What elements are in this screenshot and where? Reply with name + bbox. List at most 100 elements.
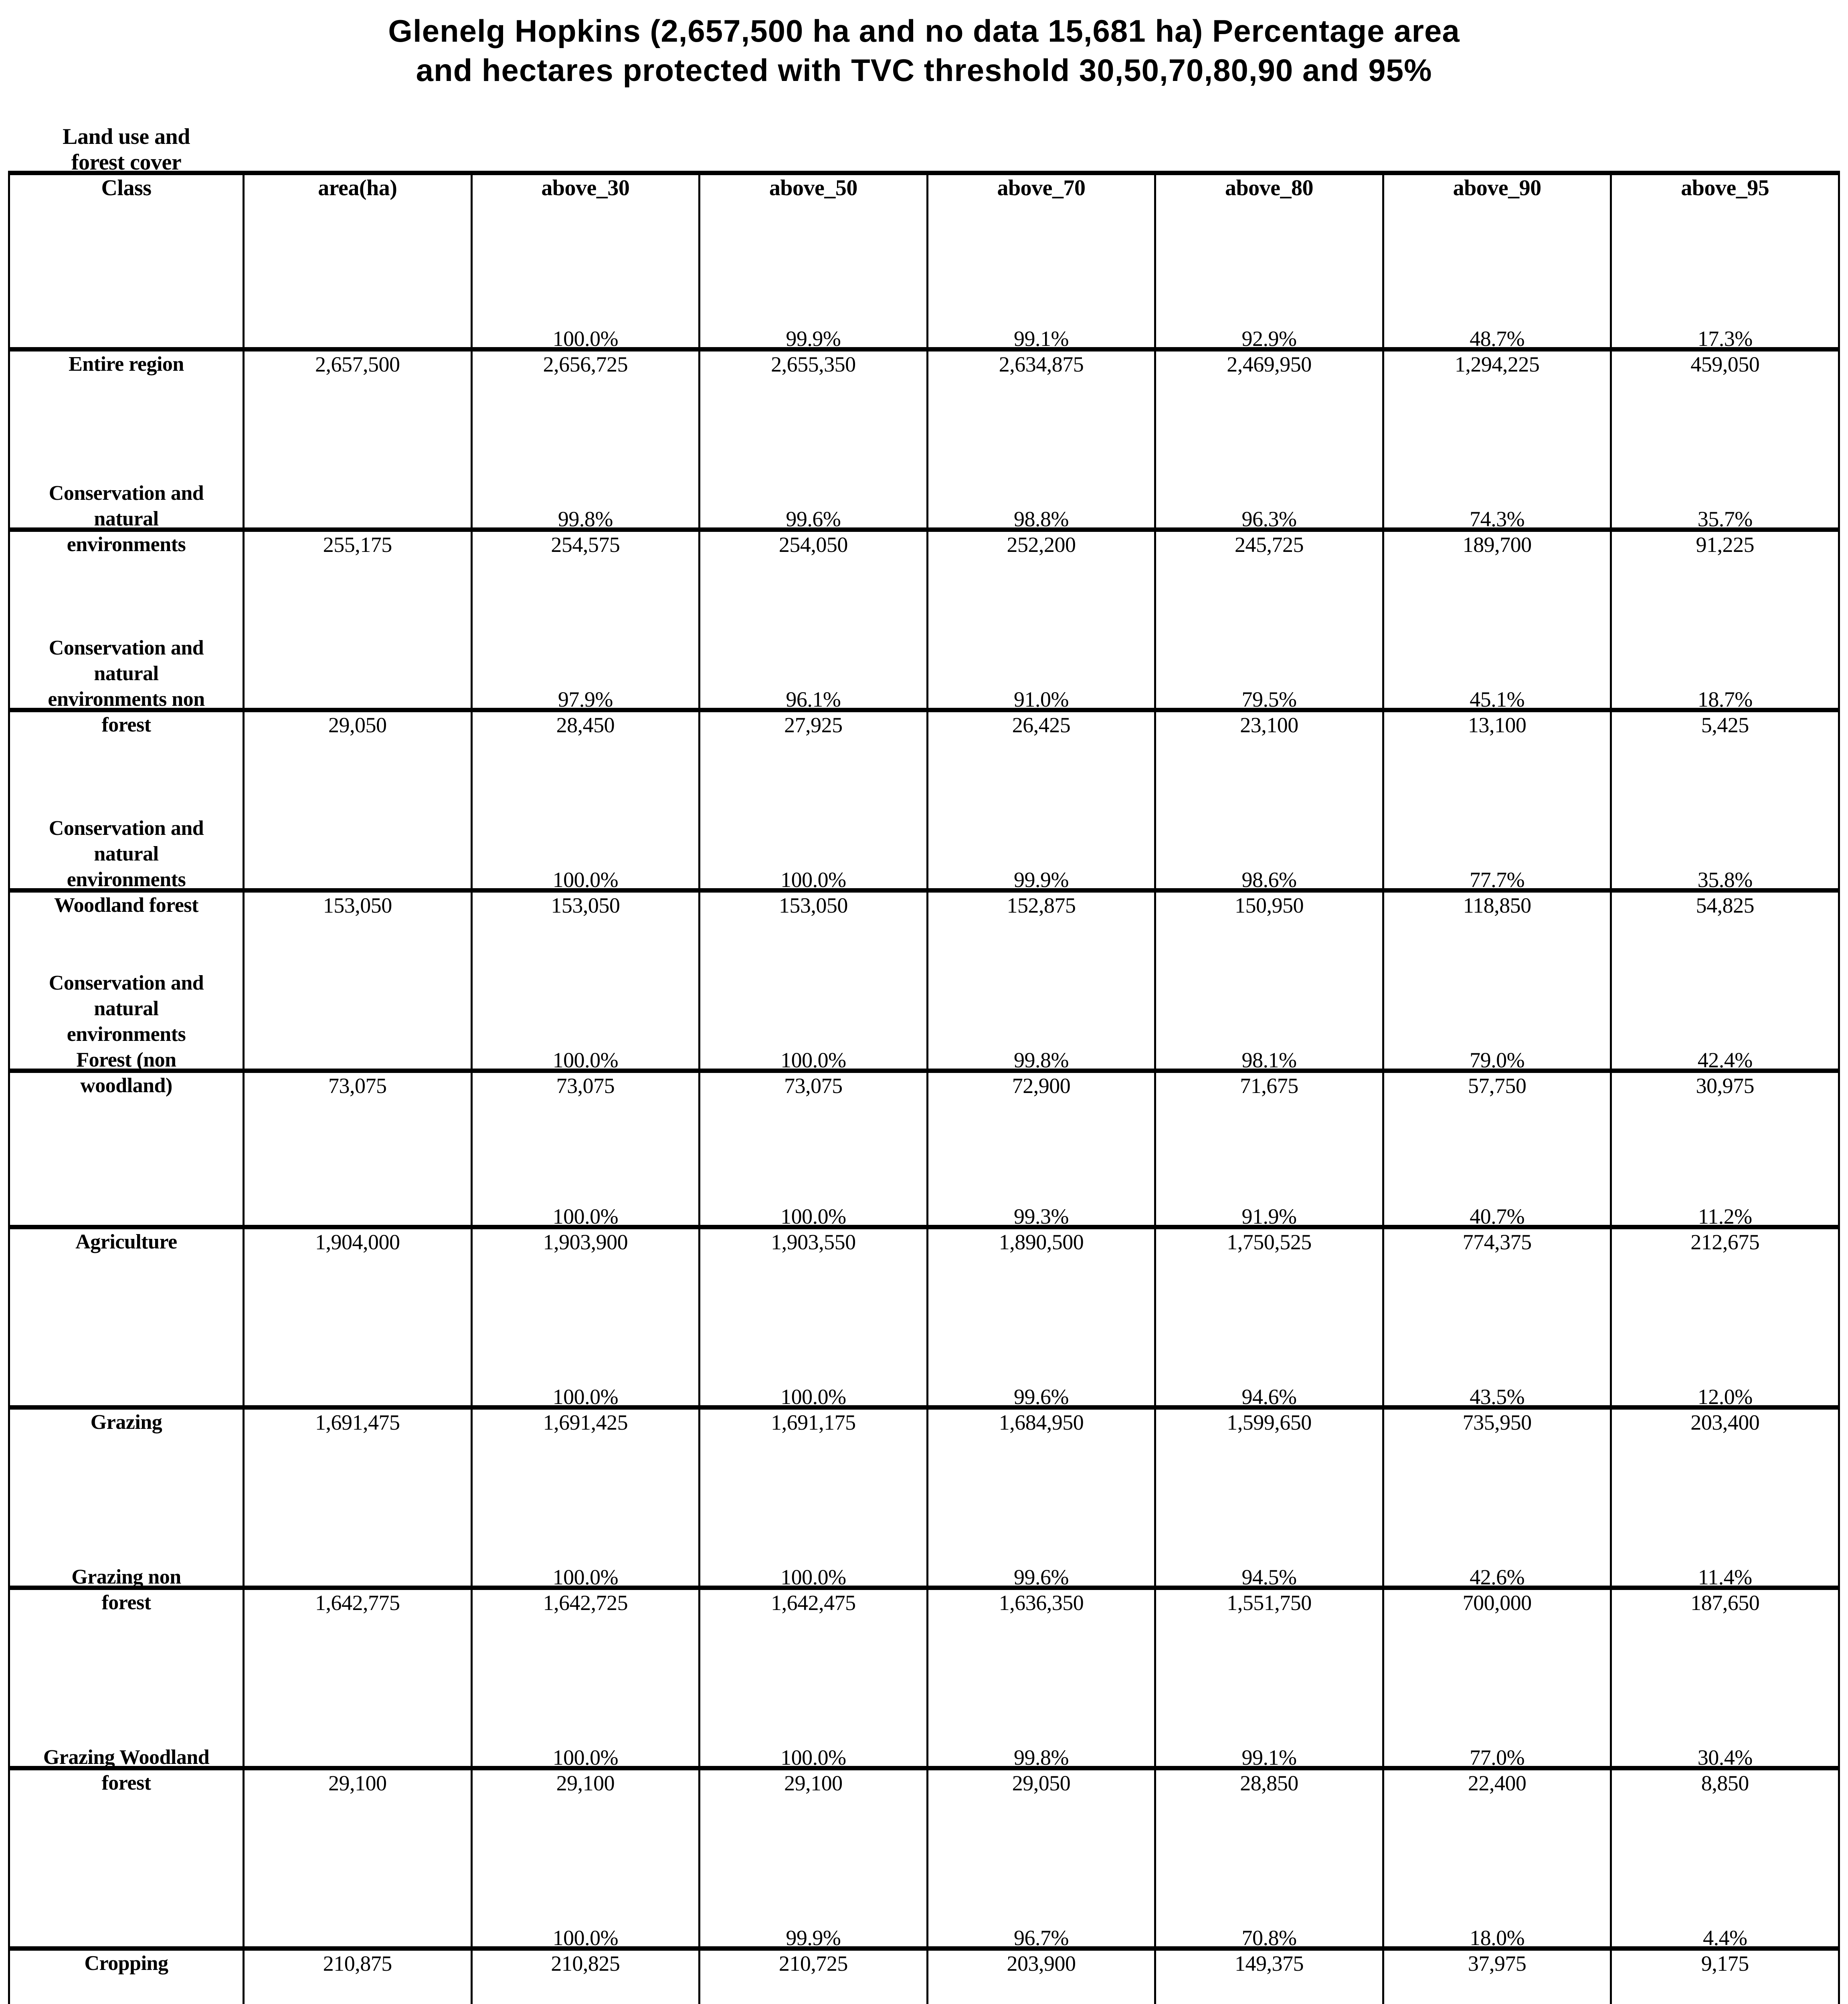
percent-value: 100.0%: [552, 868, 619, 892]
threshold-values: 42.4% 30,975: [1612, 1047, 1838, 1099]
percent-value: 18.0%: [1470, 1926, 1525, 1950]
threshold-cell: 48.7% 1,294,225: [1382, 327, 1612, 532]
row-label-cell: Conservation and natural environments no…: [8, 636, 245, 893]
threshold-cell: 99.1% 2,634,875: [926, 327, 1157, 532]
column-header: above_80: [1154, 171, 1384, 352]
hectares-value: 28,850: [1240, 1771, 1298, 1795]
threshold-values: 99.6% 1,684,950: [928, 1384, 1154, 1435]
hectares-value: 254,575: [551, 533, 620, 557]
hectares-value: 30,975: [1696, 1074, 1754, 1098]
percent-value: 91.0%: [1013, 687, 1069, 711]
threshold-values: 17.3% 459,050: [1612, 326, 1838, 377]
table-row: Entire region 2,657,500 100.0% 2,656,725 99.…: [8, 327, 1840, 532]
threshold-values: 99.1% 28,850: [1156, 1745, 1382, 1796]
threshold-values: 100.0% 1,642,475: [700, 1564, 926, 1616]
hectares-value: 28,450: [556, 713, 615, 737]
threshold-cell: 99.8% 254,575: [470, 507, 701, 712]
table-header: Land use and forest cover Class area(ha) a…: [8, 124, 1840, 352]
threshold-cell: 100.0% 1,903,900: [470, 1204, 701, 1410]
table-row: Conservation and natural environments 255…: [8, 482, 1840, 712]
area-cell: 1,904,000: [243, 1225, 473, 1410]
threshold-values: 96.7% 203,900: [928, 1925, 1154, 1976]
area-cell: 2,657,500: [243, 347, 473, 532]
threshold-values: 100.0% 73,075: [473, 1047, 699, 1099]
table-row: Cropping 210,875 100.0% 210,825 99.9% 210,725…: [8, 1926, 1840, 2004]
hectares-value: 57,750: [1468, 1074, 1527, 1098]
table-row: Conservation and natural environments Fo…: [8, 972, 1840, 1229]
hectares-value: 700,000: [1462, 1591, 1532, 1615]
threshold-cell: 97.9% 28,450: [470, 687, 701, 893]
threshold-values: 100.0% 29,100: [700, 1745, 926, 1796]
threshold-cell: 12.0% 203,400: [1610, 1385, 1840, 1590]
threshold-values: 100.0% 29,100: [473, 1745, 699, 1796]
hectares-value: 1,691,175: [771, 1410, 856, 1434]
threshold-cell: 18.0% 37,975: [1382, 1926, 1612, 2004]
percent-value: 74.3%: [1470, 507, 1525, 531]
column-header-label: above_70: [997, 176, 1086, 200]
table-row: Agriculture 1,904,000 100.0% 1,903,900 100.0…: [8, 1204, 1840, 1410]
threshold-values: 100.0% 2,656,725: [473, 326, 699, 377]
threshold-values: 4.4% 9,175: [1612, 1925, 1838, 1976]
threshold-values: 99.9% 2,655,350: [700, 326, 926, 377]
percent-value: 99.3%: [1013, 1204, 1069, 1228]
threshold-values: 43.5% 735,950: [1384, 1384, 1610, 1435]
threshold-values: 77.0% 22,400: [1384, 1745, 1610, 1796]
threshold-cell: 100.0% 2,656,725: [470, 327, 701, 532]
hectares-value: 1,903,900: [543, 1230, 628, 1254]
area-value: 153,050: [323, 893, 392, 917]
area-cell: 255,175: [243, 527, 473, 712]
percent-value: 99.1%: [1013, 327, 1069, 351]
threshold-values: 100.0% 210,825: [473, 1925, 699, 1976]
table-row: Grazing 1,691,475 100.0% 1,691,425 100.0% 1,6…: [8, 1385, 1840, 1590]
row-label: Conservation and natural environments Fo…: [49, 972, 204, 1097]
threshold-cell: 99.8% 29,050: [926, 1745, 1157, 1951]
threshold-cell: 35.7% 91,225: [1610, 507, 1840, 712]
threshold-cell: 30.4% 8,850: [1610, 1745, 1840, 1951]
hectares-value: 71,675: [1240, 1074, 1298, 1098]
percent-value: 100.0%: [552, 1745, 619, 1770]
percent-value: 4.4%: [1702, 1926, 1747, 1950]
percent-value: 92.9%: [1241, 327, 1297, 351]
threshold-cell: 99.6% 254,050: [698, 507, 928, 712]
row-label-cell: Conservation and natural environments Fo…: [8, 972, 245, 1229]
column-header-label: above_90: [1453, 176, 1541, 200]
row-label-cell: Grazing: [8, 1405, 245, 1590]
column-header-label: Land use and forest cover Class: [63, 124, 190, 200]
threshold-values: 100.0% 1,903,550: [700, 1204, 926, 1255]
area-cell: 1,642,775: [243, 1586, 473, 1770]
threshold-cell: 74.3% 189,700: [1382, 507, 1612, 712]
threshold-values: 96.1% 27,925: [700, 687, 926, 738]
threshold-cell: 79.5% 23,100: [1154, 687, 1384, 893]
hectares-value: 22,400: [1468, 1771, 1527, 1795]
hectares-value: 1,636,350: [999, 1591, 1084, 1615]
percent-value: 91.9%: [1241, 1204, 1297, 1228]
threshold-values: 99.1% 2,634,875: [928, 326, 1154, 377]
hectares-value: 13,100: [1468, 713, 1527, 737]
threshold-values: 12.0% 203,400: [1612, 1384, 1838, 1435]
percent-value: 77.7%: [1470, 868, 1525, 892]
threshold-cell: 94.5% 1,551,750: [1154, 1565, 1384, 1770]
threshold-cell: 100.0% 1,642,475: [698, 1565, 928, 1770]
threshold-cell: 11.2% 212,675: [1610, 1204, 1840, 1410]
table-row: Conservation and natural environments Wo…: [8, 817, 1840, 1073]
hectares-value: 118,850: [1463, 893, 1531, 917]
hectares-value: 54,825: [1696, 893, 1754, 917]
threshold-values: 99.9% 210,725: [700, 1925, 926, 1976]
threshold-cell: 43.5% 735,950: [1382, 1385, 1612, 1590]
threshold-values: 91.9% 1,750,525: [1156, 1204, 1382, 1255]
threshold-values: 94.5% 1,551,750: [1156, 1564, 1382, 1616]
percent-value: 96.7%: [1013, 1926, 1069, 1950]
hectares-value: 2,656,725: [543, 352, 628, 376]
threshold-cell: 98.1% 71,675: [1154, 1048, 1384, 1229]
threshold-values: 42.6% 700,000: [1384, 1564, 1610, 1616]
percent-value: 100.0%: [780, 1204, 846, 1228]
hectares-value: 2,469,950: [1227, 352, 1312, 376]
percent-value: 100.0%: [552, 1926, 619, 1950]
threshold-cell: 99.6% 1,636,350: [926, 1565, 1157, 1770]
percent-value: 98.6%: [1241, 868, 1297, 892]
area-cell: 29,050: [243, 708, 473, 893]
column-header: area(ha): [243, 171, 473, 352]
hectares-value: 2,634,875: [999, 352, 1084, 376]
threshold-cell: 11.4% 187,650: [1610, 1565, 1840, 1770]
hectares-value: 203,400: [1690, 1410, 1760, 1434]
